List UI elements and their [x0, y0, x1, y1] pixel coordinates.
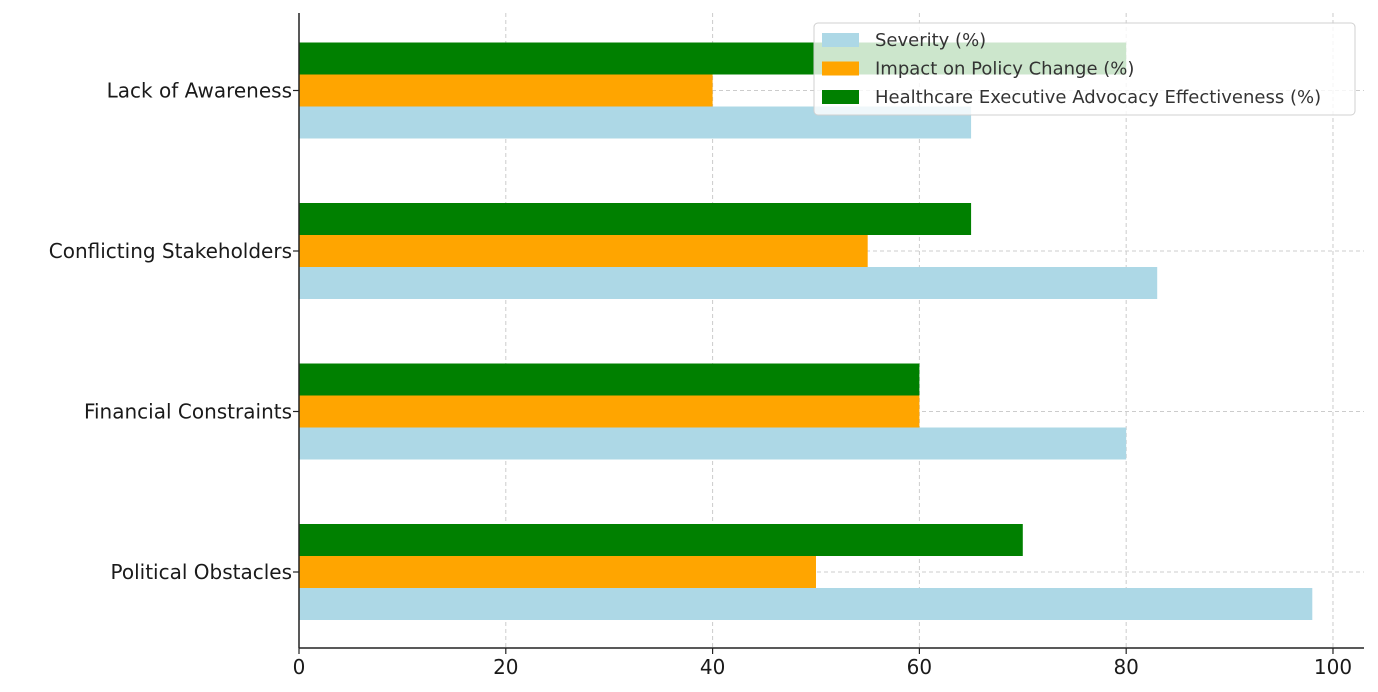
bar-severity: [299, 267, 1158, 299]
bar-severity: [299, 588, 1313, 620]
x-tick-label: 60: [907, 655, 932, 679]
legend-swatch: [822, 61, 859, 76]
bar-severity: [299, 427, 1127, 460]
legend-swatch: [822, 33, 859, 47]
legend-label: Impact on Policy Change (%): [875, 59, 1134, 80]
x-tick-label: 100: [1314, 655, 1352, 679]
x-tick-label: 20: [493, 655, 518, 679]
legend-label: Healthcare Executive Advocacy Effectiven…: [875, 87, 1321, 108]
bar-impact: [299, 74, 713, 107]
x-tick-label: 40: [700, 655, 725, 679]
bar-impact: [299, 235, 868, 267]
axes: [298, 13, 1364, 649]
bar-advocacy: [299, 524, 1023, 556]
x-tick-label: 80: [1113, 655, 1138, 679]
y-tick-label: Conflicting Stakeholders: [49, 239, 292, 263]
legend-box: [813, 22, 1356, 116]
x-tick-label: 0: [293, 655, 306, 679]
bar-advocacy: [299, 203, 972, 235]
bar-impact: [299, 395, 920, 428]
legend-swatch: [822, 90, 859, 104]
y-tick-label: Financial Constraints: [84, 400, 292, 424]
legend: Severity (%) Impact on Policy Change (%) H…: [813, 22, 1356, 116]
legend-label: Severity (%): [875, 30, 986, 51]
bars: [299, 42, 1313, 620]
bar-impact: [299, 556, 816, 588]
tick-labels: 0 20 40 60 80 100 Political Obstacles Financial…: [49, 79, 1352, 680]
y-tick-label: Political Obstacles: [111, 560, 293, 584]
bar-advocacy: [299, 363, 920, 396]
y-tick-label: Lack of Awareness: [107, 79, 292, 103]
